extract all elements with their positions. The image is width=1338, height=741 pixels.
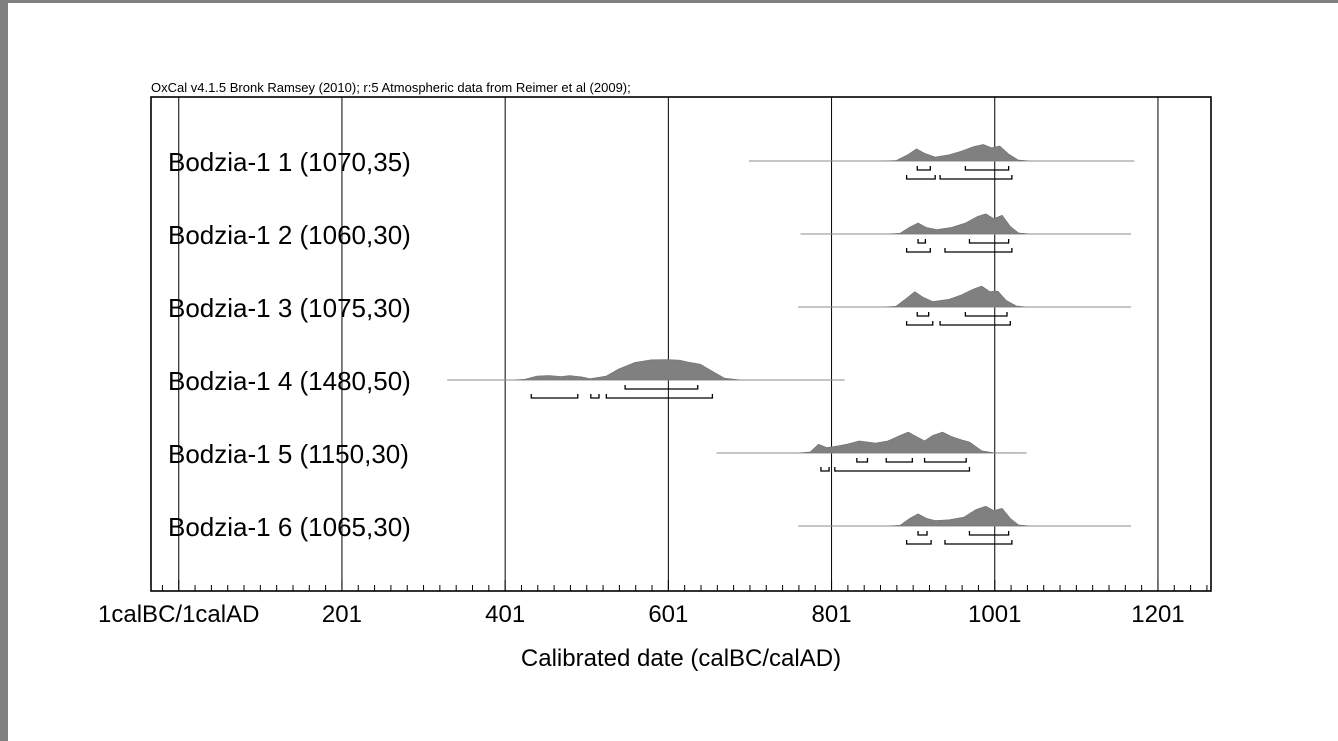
range-95-bracket: [939, 175, 1013, 180]
range-68-bracket: [968, 531, 1010, 536]
range-68-bracket: [964, 166, 1010, 171]
document-viewer: OxCal v4.1.5 Bronk Ramsey (2010); r:5 At…: [8, 3, 1338, 741]
sample-label: Bodzia-1 3 (1075,30): [168, 293, 411, 323]
chart-title: OxCal v4.1.5 Bronk Ramsey (2010); r:5 At…: [151, 80, 631, 95]
range-68-bracket: [916, 312, 930, 317]
range-95-bracket: [820, 467, 830, 472]
range-68-bracket: [917, 239, 927, 244]
tick-label-6: 1201: [1131, 601, 1184, 628]
range-95-bracket: [905, 248, 931, 253]
sample-label: Bodzia-1 1 (1070,35): [168, 147, 411, 177]
series-row-1: Bodzia-1 1 (1070,35): [168, 144, 1135, 180]
range-68-bracket: [885, 458, 913, 463]
range-95-bracket: [944, 540, 1013, 545]
probability-distribution: [798, 505, 1132, 527]
probability-distribution: [447, 359, 845, 381]
range-95-bracket: [905, 175, 936, 180]
range-68-bracket: [916, 166, 931, 171]
probability-distribution: [798, 285, 1132, 308]
probability-distribution: [800, 213, 1132, 235]
tick-label-3: 601: [648, 601, 688, 628]
sample-label: Bodzia-1 2 (1060,30): [168, 220, 411, 250]
tick-label-0: 1calBC/1calAD: [98, 601, 259, 628]
tick-label-2: 401: [485, 601, 525, 628]
series-row-2: Bodzia-1 2 (1060,30): [168, 213, 1132, 253]
plot-frame: [150, 96, 1212, 592]
tick-label-1: 201: [322, 601, 362, 628]
range-95-bracket: [905, 321, 934, 326]
x-axis-tick-labels: 1calBC/1calAD 201 401 601 801 1001 1201: [98, 601, 1185, 628]
probability-distribution: [749, 144, 1135, 162]
range-95-bracket: [944, 248, 1013, 253]
oxcal-calibration-plot: OxCal v4.1.5 Bronk Ramsey (2010); r:5 At…: [98, 80, 1212, 672]
range-95-bracket: [905, 540, 932, 545]
tick-label-4: 801: [812, 601, 852, 628]
sample-label: Bodzia-1 6 (1065,30): [168, 512, 411, 542]
distributions: Bodzia-1 1 (1070,35) Bodzia-1 2 (1060,30)…: [168, 144, 1135, 545]
series-row-6: Bodzia-1 6 (1065,30): [168, 505, 1132, 545]
range-68-bracket: [624, 385, 699, 390]
tick-label-5: 1001: [968, 601, 1021, 628]
series-row-5: Bodzia-1 5 (1150,30): [168, 431, 1027, 472]
range-95-bracket: [590, 394, 600, 399]
x-axis-title: Calibrated date (calBC/calAD): [521, 645, 841, 672]
range-68-bracket: [856, 458, 869, 463]
range-68-bracket: [968, 239, 1010, 244]
probability-distribution: [716, 431, 1027, 454]
series-row-4: Bodzia-1 4 (1480,50): [168, 359, 845, 399]
x-axis-ticks: [161, 580, 1208, 591]
series-row-3: Bodzia-1 3 (1075,30): [168, 285, 1132, 326]
sample-label: Bodzia-1 5 (1150,30): [168, 439, 409, 469]
range-68-bracket: [923, 458, 967, 463]
range-95-bracket: [530, 394, 579, 399]
range-68-bracket: [964, 312, 1008, 317]
sample-label: Bodzia-1 4 (1480,50): [168, 366, 411, 396]
range-68-bracket: [917, 531, 928, 536]
range-95-bracket: [939, 321, 1011, 326]
range-95-bracket: [605, 394, 714, 399]
range-95-bracket: [834, 467, 971, 472]
